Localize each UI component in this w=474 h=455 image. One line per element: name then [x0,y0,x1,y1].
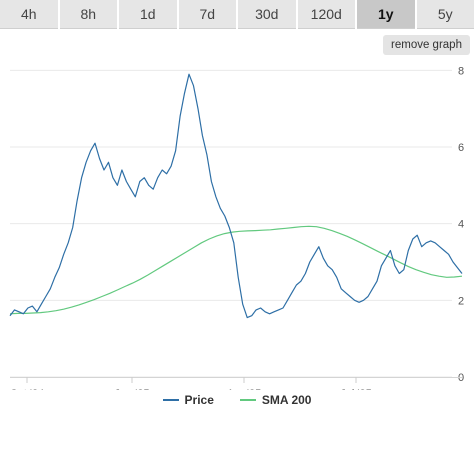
tab-5y[interactable]: 5y [416,0,474,29]
x-tick-label: Jul '25 [340,388,371,390]
tab-30d[interactable]: 30d [238,0,296,29]
y-tick-label: 2 [458,295,464,307]
legend-item-price[interactable]: Price [162,393,214,407]
price-line [9,73,463,319]
x-tick-label: Jan '25 [114,388,149,390]
chart-legend: Price SMA 200 [0,388,474,412]
legend-swatch-price [162,399,179,401]
legend-label-price: Price [184,393,214,407]
tab-120d[interactable]: 120d [297,0,355,29]
tab-4h[interactable]: 4h [0,0,58,29]
timeframe-tabs: 4h 8h 1d 7d 30d 120d 1y 5y [0,0,474,30]
x-tick-label: Apr '25 [227,388,262,390]
tab-1y[interactable]: 1y [357,0,415,29]
y-tick-label: 8 [458,65,464,77]
price-chart: 02468Oct '24Jan '25Apr '25Jul '25 [9,65,464,390]
tab-7d[interactable]: 7d [178,0,236,29]
tab-1d[interactable]: 1d [119,0,177,29]
y-tick-label: 4 [458,219,464,231]
x-tick-label: Oct '24 [10,388,45,390]
y-tick-label: 6 [458,142,464,154]
remove-graph-button[interactable]: remove graph [383,35,470,55]
legend-swatch-sma [239,399,256,401]
legend-label-sma: SMA 200 [261,393,312,407]
legend-item-sma[interactable]: SMA 200 [239,393,312,407]
tab-8h[interactable]: 8h [59,0,117,29]
